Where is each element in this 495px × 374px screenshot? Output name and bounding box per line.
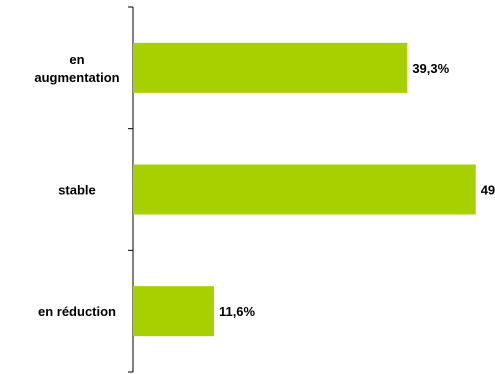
category-label-line: en réduction (38, 304, 116, 319)
value-labels-group: 39,3% 49,1% 11,6% (219, 61, 495, 319)
category-label-line: augmentation (34, 70, 119, 85)
category-label: stable (58, 183, 96, 198)
category-label-line: en (69, 52, 84, 67)
y-axis-ticks (128, 6, 133, 373)
category-label-line: stable (58, 183, 96, 198)
data-label: 11,6% (219, 304, 256, 319)
bar (133, 164, 476, 215)
category-label: en augmentation (34, 52, 119, 85)
data-label: 49,1% (481, 183, 495, 198)
bars-group (133, 42, 476, 337)
category-labels-group: en augmentation stable en réduction (34, 52, 119, 319)
category-label: en réduction (38, 304, 116, 319)
bar (133, 286, 214, 337)
data-label: 39,3% (412, 61, 449, 76)
bar (133, 42, 408, 93)
